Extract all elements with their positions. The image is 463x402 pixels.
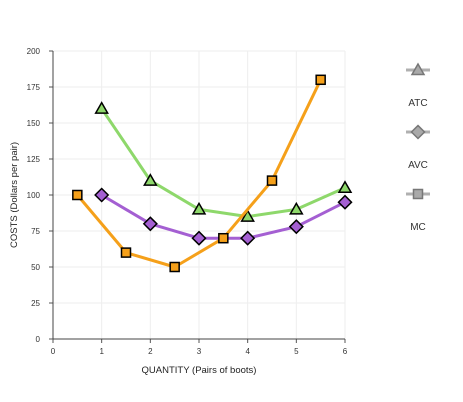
atc-point [337, 180, 353, 194]
mc-point [315, 74, 326, 86]
avc-point [288, 219, 304, 235]
legend-avc-marker [410, 124, 426, 140]
legend: ATC AVC MC [406, 62, 430, 233]
series-mc [72, 74, 326, 273]
x-tick-label: 6 [343, 347, 348, 356]
atc-point [289, 201, 304, 215]
avc-point [94, 187, 110, 203]
atc-point [191, 201, 207, 215]
legend-item-atc: ATC [406, 62, 430, 109]
mc-point [120, 247, 132, 258]
mc-point [72, 189, 83, 201]
legend-mc-marker [412, 188, 424, 200]
legend-atc-marker [410, 62, 426, 76]
avc-point [240, 230, 256, 246]
mc-point [169, 261, 180, 273]
legend-item-mc: MC [406, 188, 430, 233]
atc-point [94, 101, 109, 114]
legend-mc-label: MC [410, 222, 426, 233]
atc-line [100, 107, 347, 219]
y-tick-label: 175 [27, 83, 41, 92]
x-axis-title: QUANTITY (Pairs of boots) [142, 365, 257, 376]
axes: 0 25 50 75 100 125 150 175 200 0 1 2 3 4 5 6 [27, 47, 348, 356]
legend-atc-label: ATC [408, 98, 427, 109]
series-atc [94, 101, 353, 222]
avc-line [100, 193, 347, 240]
x-tick-label: 4 [245, 347, 250, 356]
y-tick-label: 75 [31, 227, 40, 236]
y-axis-title: COSTS (Dollars per pair) [9, 142, 20, 248]
y-tick-label: 125 [27, 155, 41, 164]
mc-line [75, 78, 323, 269]
y-tick-label: 25 [31, 299, 40, 308]
y-tick-label: 100 [27, 191, 41, 200]
avc-point [142, 216, 158, 232]
y-tick-label: 0 [36, 335, 41, 344]
y-tick-label: 150 [27, 119, 41, 128]
x-tick-label: 5 [294, 347, 299, 356]
series-layer [72, 74, 353, 273]
x-tick-label: 2 [148, 347, 153, 356]
legend-item-avc: AVC [406, 124, 430, 171]
x-tick-label: 1 [99, 347, 104, 356]
x-tick-label: 3 [197, 347, 202, 356]
x-tick-label: 0 [51, 347, 56, 356]
mc-point [218, 232, 229, 244]
y-tick-label: 50 [31, 263, 40, 272]
avc-point [191, 230, 207, 246]
y-tick-label: 200 [27, 47, 41, 56]
legend-avc-label: AVC [408, 160, 428, 171]
atc-point [240, 209, 255, 222]
grid [52, 50, 346, 340]
avc-point [337, 194, 353, 210]
mc-point [266, 175, 278, 186]
atc-point [143, 173, 158, 186]
